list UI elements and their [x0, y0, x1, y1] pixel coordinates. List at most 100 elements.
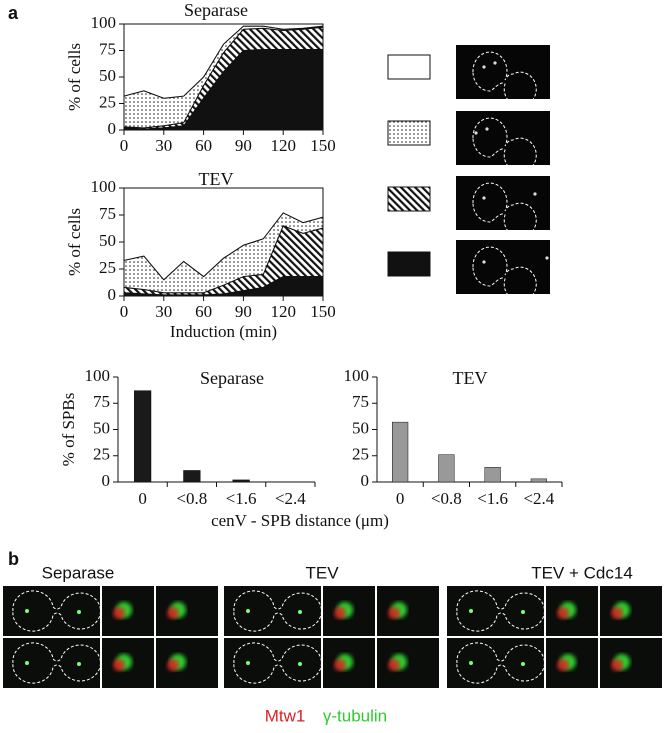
x-tick-label: 150 — [310, 136, 336, 155]
y-tick-label: 75 — [352, 392, 369, 411]
spot — [25, 609, 29, 613]
bar — [484, 467, 501, 483]
spot — [298, 610, 302, 614]
chart-title: TEV — [199, 169, 234, 189]
panel-title: TEV — [305, 563, 339, 582]
spot — [474, 131, 478, 135]
micrograph — [456, 176, 550, 230]
chart-title: Separase — [200, 368, 264, 388]
micrograph — [456, 240, 550, 294]
spot — [469, 609, 473, 613]
signal — [388, 659, 400, 671]
micrograph — [224, 586, 321, 636]
y-tick-label: 50 — [93, 418, 110, 437]
y-tick-label: 100 — [91, 13, 117, 32]
y-tick-label: 0 — [108, 285, 117, 304]
panel-label: a — [8, 3, 19, 23]
bar — [232, 479, 250, 483]
spot — [493, 61, 497, 65]
x-tick-label: <2.4 — [523, 489, 554, 508]
micrograph — [3, 586, 100, 636]
micrograph — [224, 638, 321, 688]
signal — [557, 659, 569, 671]
legend-swatch — [387, 120, 431, 146]
y-tick-label: 0 — [108, 119, 117, 138]
y-axis-label: % of cells — [65, 43, 84, 111]
signal — [334, 607, 346, 619]
signal — [334, 659, 346, 671]
y-tick-label: 100 — [91, 177, 117, 196]
legend-swatch — [387, 54, 431, 80]
spot — [482, 260, 486, 264]
x-tick-label: 120 — [270, 136, 296, 155]
micrograph — [456, 45, 550, 99]
signal — [611, 607, 623, 619]
cell-outline — [233, 642, 322, 684]
y-tick-label: 75 — [99, 204, 116, 223]
x-tick-label: 60 — [195, 302, 212, 321]
micrograph — [600, 638, 662, 688]
cell-outline — [472, 117, 537, 173]
panel-title: Separase — [42, 563, 115, 582]
y-tick-label: 25 — [99, 92, 116, 111]
cell-outline — [472, 51, 537, 107]
y-tick-label: 50 — [99, 231, 116, 250]
spot — [77, 610, 81, 614]
micrograph — [156, 586, 218, 636]
bar — [392, 421, 409, 483]
x-tick-label: <0.8 — [431, 489, 462, 508]
area — [123, 187, 324, 281]
y-tick-label: 50 — [99, 66, 116, 85]
spot — [533, 192, 537, 196]
chart-title: TEV — [453, 368, 488, 388]
x-tick-label: <1.6 — [477, 489, 508, 508]
signal — [611, 659, 623, 671]
micrograph — [156, 638, 218, 688]
micrograph — [447, 638, 544, 688]
y-tick-label: 25 — [352, 445, 369, 464]
y-tick-label: 0 — [102, 471, 111, 490]
spot — [545, 256, 549, 260]
panel-label: b — [8, 549, 19, 569]
bar — [530, 478, 547, 483]
x-tick-label: 30 — [155, 302, 172, 321]
y-tick-label: 100 — [85, 366, 111, 385]
micrograph — [3, 638, 100, 688]
bar — [134, 390, 152, 483]
legend-label: Mtw1 — [265, 706, 306, 725]
spot — [77, 662, 81, 666]
x-tick-label: 0 — [138, 489, 147, 508]
spot — [482, 65, 486, 69]
micrograph — [600, 586, 662, 636]
legend-swatch — [387, 186, 431, 212]
bar — [438, 454, 455, 483]
x-tick-label: 60 — [195, 136, 212, 155]
x-tick-label: 90 — [235, 136, 252, 155]
micrograph — [377, 586, 439, 636]
spot — [485, 127, 489, 131]
y-axis-label: % of cells — [65, 208, 84, 276]
y-tick-label: 25 — [99, 258, 116, 277]
micrograph — [377, 638, 439, 688]
x-tick-label: 0 — [120, 302, 129, 321]
x-tick-label: <0.8 — [176, 489, 207, 508]
spot — [482, 196, 486, 200]
y-axis-label: % of SPBs — [59, 393, 78, 467]
signal — [113, 607, 125, 619]
x-tick-label: 150 — [310, 302, 336, 321]
cell-outline — [12, 642, 101, 684]
spot — [298, 662, 302, 666]
signal — [388, 607, 400, 619]
x-tick-label: 30 — [155, 136, 172, 155]
signal — [113, 659, 125, 671]
y-tick-label: 25 — [93, 445, 110, 464]
x-axis-label: cenV - SPB distance (μm) — [211, 511, 389, 530]
spot — [25, 661, 29, 665]
cell-outline — [456, 642, 545, 684]
x-axis-label: Induction (min) — [170, 322, 277, 341]
signal — [167, 607, 179, 619]
y-tick-label: 75 — [93, 392, 110, 411]
bar — [183, 470, 201, 483]
spot — [469, 661, 473, 665]
cell-outline — [472, 246, 537, 302]
